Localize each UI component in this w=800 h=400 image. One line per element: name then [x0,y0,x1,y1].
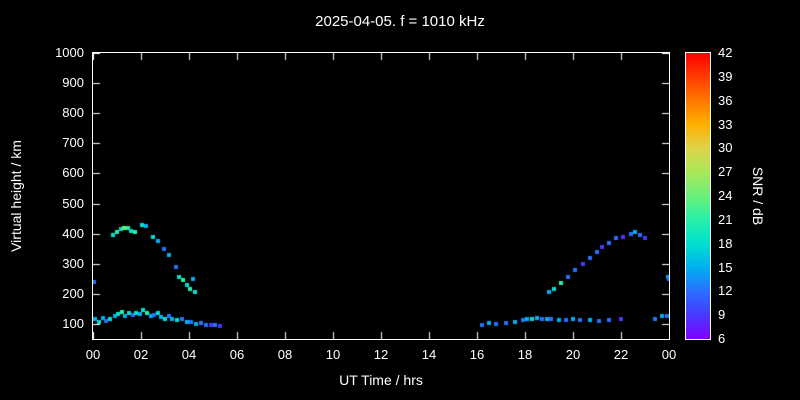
colorbar-tick-label: 24 [718,188,733,203]
x-tick-label: 06 [229,347,245,362]
colorbar-tick-label: 6 [718,331,726,346]
y-tick-label: 700 [62,135,84,151]
chart-title: 2025-04-05. f = 1010 kHz [315,13,485,30]
colorbar-tick-label: 18 [718,235,733,251]
x-tick-label: 12 [373,347,389,362]
colorbar-tick-label: 12 [718,283,733,299]
y-axis-title: Virtual height / km [8,140,24,252]
colorbar-tick-label: 39 [718,68,733,84]
plot-area [92,52,670,340]
colorbar-tick-label: 21 [718,211,733,227]
colorbar-tick-label: 15 [718,259,733,275]
y-tick-label: 500 [62,195,84,211]
scatter-canvas [93,53,669,339]
x-tick-label: 00 [85,347,101,362]
x-tick-label: 22 [613,347,629,362]
colorbar-tick-label: 9 [718,307,726,323]
y-tick-label: 100 [62,315,84,331]
x-axis-title: UT Time / hrs [339,372,423,388]
x-tick-label: 04 [181,347,197,362]
x-tick-label: 10 [325,347,341,362]
x-tick-label: 16 [469,347,485,362]
colorbar-tick-label: 27 [718,164,733,180]
colorbar-tick-label: 30 [718,140,733,156]
y-tick-label: 800 [62,105,84,121]
y-tick-label: 900 [62,75,84,91]
colorbar-title: SNR / dB [750,166,766,226]
x-tick-label: 08 [277,347,293,362]
x-tick-label: 00 [661,347,677,362]
x-tick-label: 18 [517,347,533,362]
colorbar-gradient [685,52,711,340]
x-tick-label: 20 [565,347,581,362]
y-tick-label: 600 [62,165,84,181]
x-tick-label: 14 [421,347,437,362]
colorbar-tick-label: 36 [718,92,733,108]
y-tick-label: 300 [62,255,84,271]
y-tick-label: 400 [62,225,84,241]
y-tick-label: 200 [62,285,84,301]
y-tick-label: 1000 [55,45,84,60]
x-tick-label: 02 [133,347,149,362]
colorbar-tick-label: 33 [718,116,733,132]
colorbar-tick-label: 42 [718,45,733,60]
